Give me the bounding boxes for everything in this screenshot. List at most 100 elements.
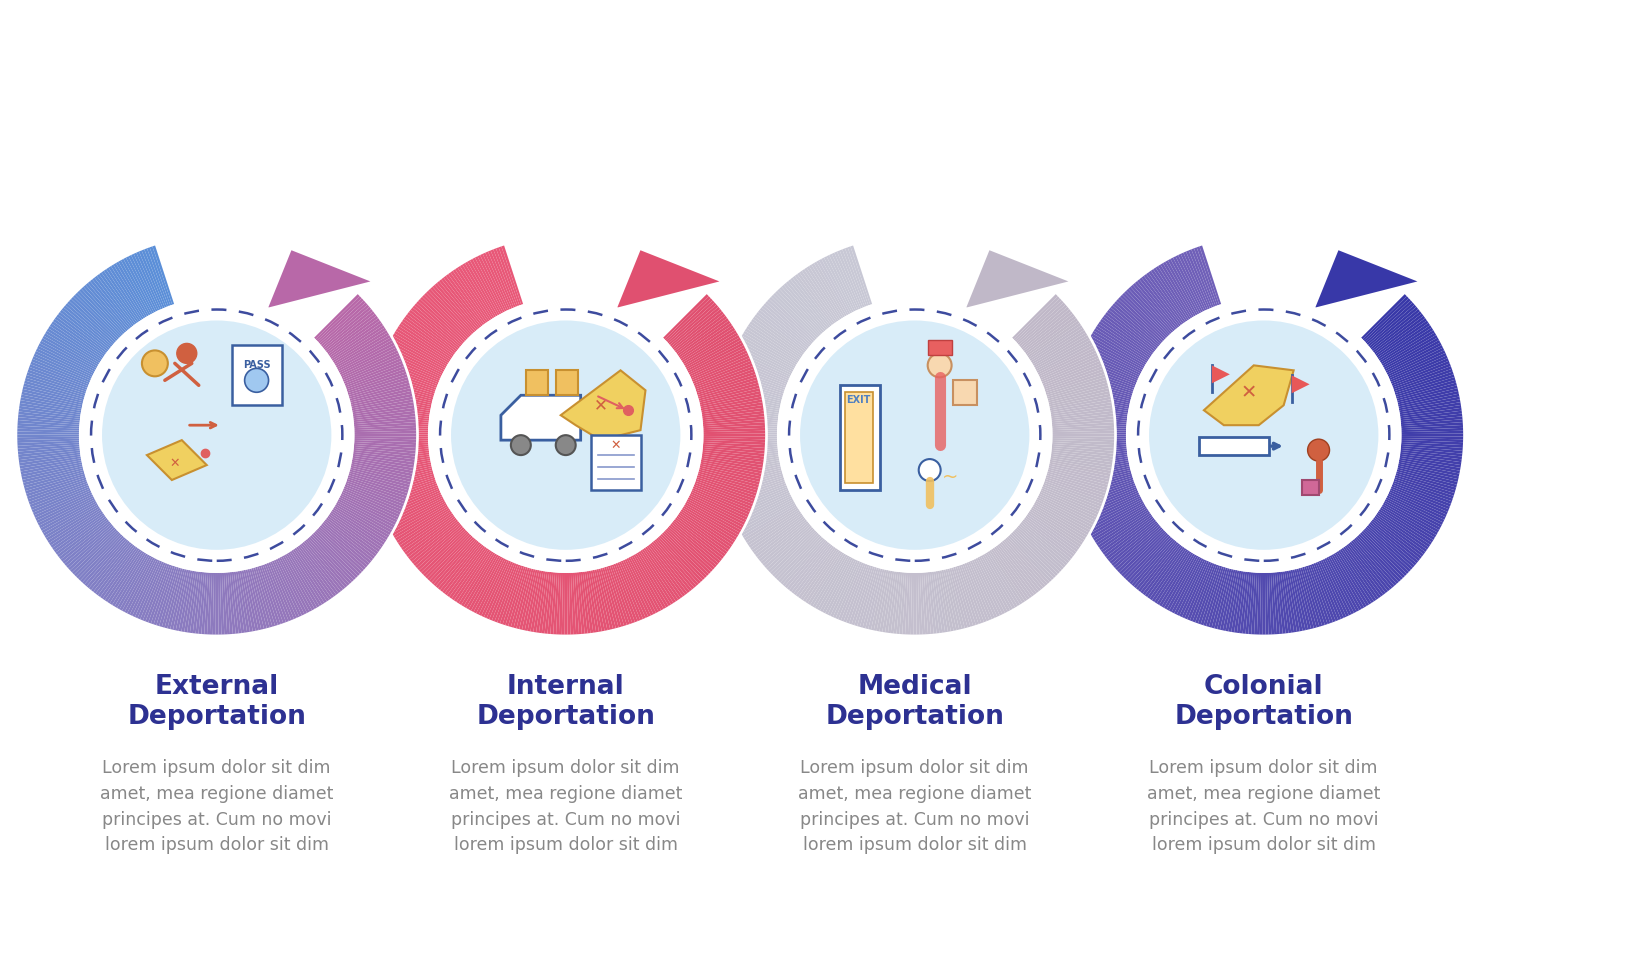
Polygon shape	[1392, 368, 1452, 391]
Polygon shape	[671, 522, 720, 564]
Polygon shape	[80, 289, 124, 335]
Polygon shape	[1134, 281, 1175, 330]
Polygon shape	[695, 368, 754, 391]
Polygon shape	[289, 551, 325, 605]
Polygon shape	[1399, 460, 1459, 473]
Polygon shape	[1359, 532, 1404, 578]
Polygon shape	[1136, 279, 1177, 329]
Polygon shape	[785, 281, 827, 330]
Polygon shape	[178, 570, 193, 631]
Polygon shape	[778, 287, 823, 334]
Polygon shape	[353, 414, 415, 422]
Polygon shape	[1390, 361, 1449, 386]
Polygon shape	[666, 528, 713, 572]
Polygon shape	[645, 547, 682, 598]
Polygon shape	[354, 425, 416, 430]
Polygon shape	[806, 267, 840, 319]
Polygon shape	[344, 484, 403, 510]
Polygon shape	[1103, 315, 1154, 353]
Polygon shape	[348, 475, 408, 496]
Polygon shape	[211, 572, 214, 635]
Polygon shape	[20, 406, 80, 416]
Polygon shape	[1098, 321, 1151, 358]
Polygon shape	[349, 385, 410, 403]
Polygon shape	[1049, 399, 1111, 413]
Polygon shape	[339, 495, 397, 525]
Polygon shape	[1373, 515, 1425, 555]
Polygon shape	[1072, 475, 1133, 497]
Polygon shape	[681, 510, 733, 545]
Polygon shape	[568, 572, 573, 634]
Polygon shape	[388, 498, 444, 528]
Polygon shape	[1198, 565, 1219, 624]
Polygon shape	[992, 548, 1030, 600]
Polygon shape	[18, 428, 78, 432]
Polygon shape	[170, 569, 186, 630]
Polygon shape	[519, 569, 535, 630]
Polygon shape	[21, 461, 82, 474]
Polygon shape	[1266, 572, 1271, 634]
Polygon shape	[460, 265, 494, 318]
Polygon shape	[367, 451, 429, 461]
Polygon shape	[1387, 348, 1443, 376]
Polygon shape	[413, 524, 462, 566]
Polygon shape	[20, 403, 82, 415]
Polygon shape	[762, 524, 811, 566]
Polygon shape	[1082, 492, 1139, 520]
Polygon shape	[937, 570, 950, 632]
Polygon shape	[1191, 248, 1214, 307]
Polygon shape	[1151, 549, 1188, 602]
Polygon shape	[684, 504, 738, 538]
Polygon shape	[367, 417, 429, 424]
Polygon shape	[1066, 457, 1128, 468]
Polygon shape	[1025, 514, 1077, 552]
Polygon shape	[41, 500, 96, 531]
Polygon shape	[702, 408, 764, 418]
Polygon shape	[366, 439, 428, 443]
Polygon shape	[1064, 451, 1126, 461]
Polygon shape	[67, 301, 114, 344]
Polygon shape	[1041, 358, 1098, 384]
Polygon shape	[725, 372, 783, 394]
Polygon shape	[341, 350, 398, 378]
Polygon shape	[1064, 431, 1126, 434]
Polygon shape	[348, 371, 406, 393]
Polygon shape	[397, 508, 450, 543]
Polygon shape	[788, 279, 829, 329]
Polygon shape	[947, 568, 965, 629]
Polygon shape	[366, 428, 428, 432]
Polygon shape	[716, 412, 777, 420]
Polygon shape	[720, 386, 780, 403]
Polygon shape	[85, 283, 127, 331]
Polygon shape	[478, 559, 508, 615]
Polygon shape	[304, 540, 344, 590]
Polygon shape	[770, 295, 816, 340]
Polygon shape	[181, 570, 194, 632]
Polygon shape	[47, 508, 101, 543]
Polygon shape	[60, 310, 109, 350]
Polygon shape	[1067, 392, 1129, 407]
Polygon shape	[1247, 572, 1255, 634]
Polygon shape	[1395, 471, 1456, 490]
Polygon shape	[844, 392, 873, 483]
Polygon shape	[323, 309, 372, 350]
Polygon shape	[725, 369, 785, 392]
Polygon shape	[747, 512, 801, 548]
Polygon shape	[1064, 449, 1126, 458]
Polygon shape	[1080, 490, 1138, 518]
Polygon shape	[661, 532, 707, 578]
Polygon shape	[684, 332, 738, 367]
Polygon shape	[1309, 564, 1332, 623]
Polygon shape	[664, 529, 710, 574]
Polygon shape	[1387, 494, 1443, 522]
Polygon shape	[109, 551, 144, 605]
Polygon shape	[351, 460, 413, 473]
Polygon shape	[1389, 353, 1446, 380]
Circle shape	[101, 320, 331, 550]
Polygon shape	[18, 443, 80, 449]
Polygon shape	[1369, 520, 1420, 562]
Polygon shape	[367, 447, 429, 455]
Polygon shape	[1222, 569, 1237, 631]
Polygon shape	[348, 377, 408, 397]
Polygon shape	[730, 356, 788, 382]
